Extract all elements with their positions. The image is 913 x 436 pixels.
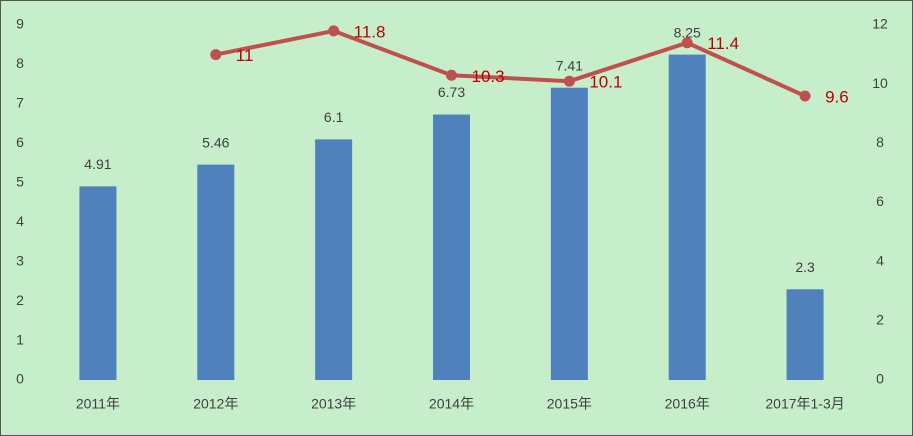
line [215,28,806,98]
y-tick-label: 4 [16,213,24,229]
bar [786,289,824,380]
y-tick-label: 6 [16,134,24,150]
y2-tick-label: 4 [876,252,884,268]
bar [197,164,235,380]
bar [79,186,117,380]
y-tick-label: 3 [16,252,24,268]
y2-tick-label: 6 [876,193,884,209]
bar-value-label: 7.41 [556,57,583,73]
x-tick-label: 2011年 [76,396,120,412]
line-point [563,75,575,87]
x-tick-label: 2016年 [665,396,710,412]
y-tick-label: 8 [16,55,24,71]
x-tick-label: 2012年 [193,396,238,412]
line-value-label: 11 [236,46,254,65]
y2-tick-label: 8 [876,134,884,150]
y-tick-label: 9 [16,16,24,32]
y-tick-label: 7 [16,95,24,111]
line-point [799,90,811,102]
bar-value-label: 8.25 [674,24,701,40]
bar [550,87,588,380]
x-tick-label: 2015年 [547,396,592,412]
bar [668,54,706,380]
y-tick-label: 0 [16,371,24,387]
y2-tick-label: 10 [872,75,888,91]
x-tick-label: 2013年 [311,396,356,412]
line-point [328,25,340,37]
line-value-label: 10.1 [589,73,622,92]
line-point [210,49,222,61]
line-value-label: 11.8 [354,22,386,41]
line-value-label: 11.4 [707,34,739,53]
y-tick-label: 5 [16,173,24,189]
line-point [681,37,693,49]
bar-value-label: 6.73 [438,84,465,100]
y2-tick-label: 2 [876,312,884,328]
bar-value-label: 4.91 [84,156,111,172]
line-point [446,69,457,81]
y2-tick-label: 0 [876,371,884,387]
y-tick-label: 1 [16,331,24,347]
x-tick-label: 2014年 [429,396,474,412]
bar [433,114,470,381]
x-tick-label: 2017年1-3月 [765,396,844,412]
y2-tick-label: 12 [872,16,888,32]
bar-value-label: 6.1 [324,109,344,125]
bar [315,139,353,380]
bar-value-label: 5.46 [202,134,229,150]
line-value-label: 9.6 [825,87,849,106]
line-value-label: 10.3 [472,67,505,86]
bar-value-label: 2.3 [795,259,815,275]
y-tick-label: 2 [16,292,24,308]
